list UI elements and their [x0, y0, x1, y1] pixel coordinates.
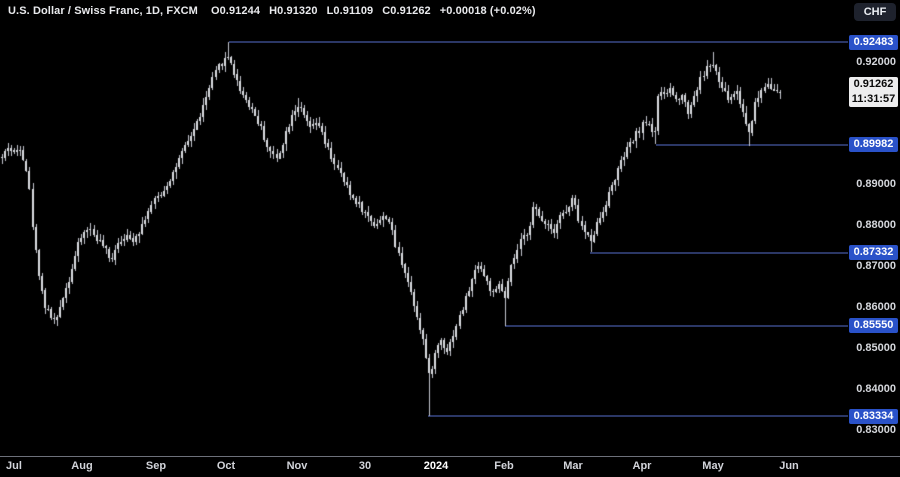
time-axis-label: May — [702, 460, 724, 472]
time-axis-label: Apr — [632, 460, 652, 472]
time-axis-label: Mar — [563, 460, 583, 472]
time-axis-label: Oct — [216, 460, 236, 472]
ohlc-close-value: C0.91262 — [382, 5, 431, 17]
currency-chf-button[interactable]: CHF — [854, 3, 896, 21]
time-axis[interactable]: Jul Aug Sep Oct Nov 30 2024 Feb Mar Apr May Jun — [0, 456, 900, 477]
price-level-badge[interactable]: 0.83334 — [849, 408, 898, 424]
time-axis-label: Sep — [145, 460, 167, 472]
change-value: +0.00018 (+0.02%) — [439, 5, 536, 17]
price-axis-label: 0.86000 — [856, 300, 896, 313]
price-axis-label: 0.88000 — [856, 219, 896, 231]
time-axis-label: Feb — [494, 460, 514, 472]
current-price-value: 0.91262 — [853, 78, 894, 91]
price-axis[interactable]: 0.92483 0.89982 0.87332 0.85550 0.83334 0.920… — [848, 0, 900, 456]
time-axis-label: Jul — [6, 460, 22, 472]
symbol-title[interactable]: U.S. Dollar / Swiss Franc, 1D, FXCM — [8, 5, 198, 17]
price-level-badge[interactable]: 0.87332 — [849, 245, 898, 261]
price-axis-label: 0.87000 — [856, 259, 896, 272]
price-level-badge[interactable]: 0.89982 — [849, 137, 898, 152]
symbol-legend[interactable]: U.S. Dollar / Swiss Franc, 1D, FXCM O0.91… — [8, 5, 545, 17]
time-axis-label: Nov — [286, 460, 308, 472]
candlestick-chart-canvas[interactable] — [0, 0, 848, 456]
current-price-badge[interactable]: 0.91262 11:31:57 — [849, 77, 898, 108]
price-level-badge[interactable]: 0.85550 — [849, 318, 898, 334]
time-axis-label: Aug — [71, 460, 93, 472]
time-axis-label: 30 — [358, 460, 372, 472]
price-axis-label: 0.89000 — [856, 178, 896, 191]
time-axis-label: 2024 — [423, 460, 449, 472]
bar-countdown-timer: 11:31:57 — [851, 93, 896, 106]
price-axis-label: 0.85000 — [856, 341, 896, 354]
price-axis-label: 0.84000 — [856, 382, 896, 395]
price-level-badge[interactable]: 0.92483 — [849, 34, 898, 50]
ohlc-open-value: O0.91244 — [210, 5, 261, 17]
ohlc-high-value: H0.91320 — [269, 5, 318, 17]
price-axis-label: 0.83000 — [856, 423, 896, 436]
price-axis-label: 0.92000 — [856, 55, 896, 68]
ohlc-low-value: L0.91109 — [326, 5, 374, 17]
time-axis-label: Jun — [779, 460, 799, 472]
